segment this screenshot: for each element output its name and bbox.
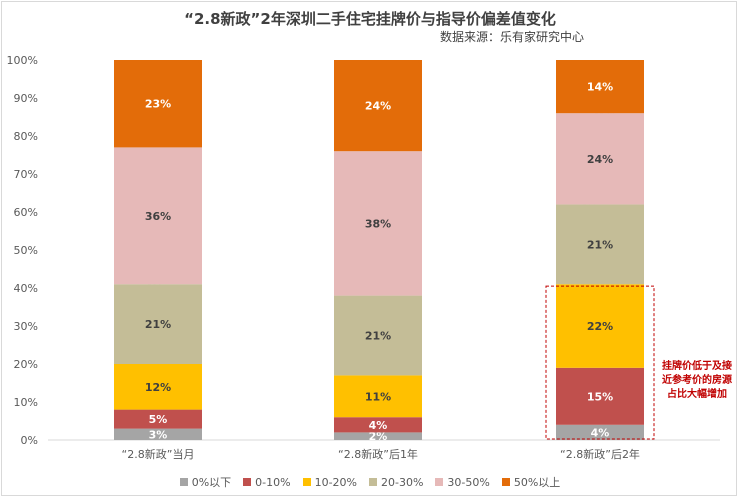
data-label: 24% [365,100,391,113]
data-label: 21% [145,318,171,331]
highlight-box [545,285,655,440]
y-tick-label: 0% [21,434,38,447]
data-label: 21% [587,238,613,251]
bar-segment [334,60,422,152]
legend-swatch [435,478,444,486]
bar-segment [556,204,644,285]
data-label: 5% [149,413,168,426]
bar-segment [114,409,202,429]
data-label: 21% [365,330,391,343]
bar-segment [114,284,202,364]
data-label: 11% [365,390,391,403]
annotation-text: 挂牌价低于及接近参考价的房源占比大幅增加 [662,361,732,400]
data-label: 38% [365,217,391,230]
legend-swatch [179,478,188,486]
legend-label: 10-20% [314,475,357,489]
legend-swatch [501,478,510,486]
data-label: 24% [587,153,613,166]
y-tick-label: 90% [14,92,38,105]
bar-segment [556,113,644,205]
data-label: 4% [369,419,388,432]
y-tick-label: 40% [14,282,38,295]
legend-swatch [302,478,311,486]
y-tick-label: 70% [14,168,38,181]
legend-item: 20-30% [369,474,423,490]
x-tick-label: “2.8新政”后1年 [338,447,418,461]
data-label: 14% [587,81,613,94]
bar-segment [114,428,202,440]
chart-title: “2.8新政”2年深圳二手住宅挂牌价与指导价偏差值变化 [184,10,556,28]
legend-swatch [369,478,377,486]
data-label: 36% [145,210,171,223]
legend-label: 50%以上 [513,476,561,489]
bar-segment [114,147,202,285]
data-label: 2% [369,430,388,443]
legend-label: 20-30% [381,475,424,489]
bar-segment [334,375,422,418]
legend-item: 10-20% [302,474,357,490]
y-tick-label: 60% [14,206,38,219]
legend-label: 0%以下 [191,476,232,489]
bar-segment [556,424,644,440]
bar-segment [556,60,644,114]
data-source: 数据来源：乐有家研究中心 [440,30,585,44]
y-tick-label: 80% [14,130,38,143]
legend-item: 0-10% [243,474,291,490]
y-tick-label: 20% [14,358,38,371]
data-label: 3% [149,428,168,441]
legend-item: 0%以下 [179,474,232,490]
data-label: 15% [587,390,613,403]
bar-segment [334,295,422,376]
legend-label: 30-50% [447,475,490,489]
y-tick-label: 10% [14,396,38,409]
y-tick-label: 100% [7,54,38,67]
bar-segment [334,151,422,296]
bar-segment [334,417,422,433]
legend-label: 0-10% [255,475,291,489]
bar-segment [556,367,644,425]
bar-segment [334,432,422,440]
bar-segment [114,60,202,148]
x-tick-label: “2.8新政”当月 [122,447,195,461]
legend-item: 50%以上 [501,474,561,490]
data-label: 4% [591,426,610,439]
data-label: 12% [145,381,171,394]
bar-segment [114,364,202,410]
legend-swatch [243,478,252,486]
x-tick-label: “2.8新政”后2年 [560,447,640,461]
y-tick-label: 30% [14,320,38,333]
bar-segment [556,284,644,368]
data-label: 23% [145,98,171,111]
legend-item: 30-50% [435,474,490,490]
chart-legend: 0%以下 0-10% 10-20% 20-30% 30-50% 50%以上 [0,474,740,490]
data-label: 22% [587,320,613,333]
y-tick-label: 50% [14,244,38,257]
